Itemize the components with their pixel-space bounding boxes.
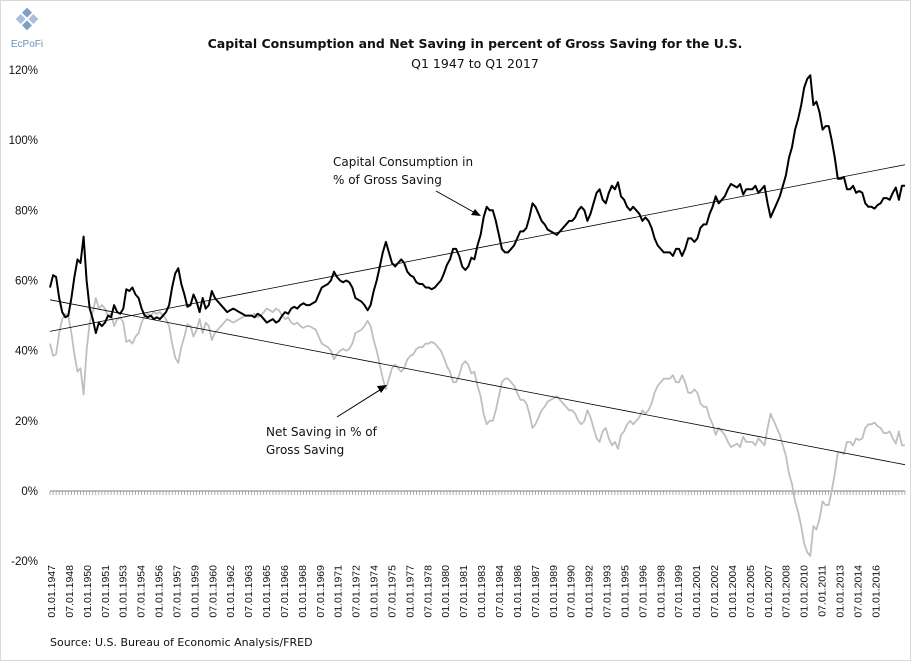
x-tick-label: 07.01.1960 bbox=[207, 565, 219, 618]
x-tick-label: 01.01.2004 bbox=[727, 565, 739, 618]
x-tick-label: 01.01.2007 bbox=[763, 565, 775, 618]
x-tick-label: 07.01.1984 bbox=[494, 565, 506, 618]
x-tick-label: 07.01.1948 bbox=[64, 565, 76, 618]
x-tick-label: 01.01.1959 bbox=[189, 565, 201, 618]
annotation-ns-arrowhead bbox=[377, 385, 387, 393]
x-tick-label: 07.01.1966 bbox=[279, 565, 291, 618]
x-tick-label: 01.01.1980 bbox=[440, 565, 452, 618]
x-tick-label: 07.01.1993 bbox=[602, 565, 614, 618]
x-tick-label: 07.01.1990 bbox=[566, 565, 578, 618]
x-tick-label: 01.01.1971 bbox=[333, 565, 345, 618]
trendline-ns-trend bbox=[49, 299, 906, 466]
x-tick-label: 07.01.2008 bbox=[781, 565, 793, 618]
x-tick-label: 07.01.1963 bbox=[243, 565, 255, 618]
x-tick-label: 01.01.2010 bbox=[799, 565, 811, 618]
annotation-cc-arrowhead bbox=[471, 209, 481, 216]
chart-title: Capital Consumption and Net Saving in pe… bbox=[208, 36, 743, 51]
annotation-ns-line-1: Net Saving in % of bbox=[266, 425, 378, 439]
chart-subtitle: Q1 1947 to Q1 2017 bbox=[411, 56, 539, 71]
x-tick-label: 07.01.2014 bbox=[852, 565, 864, 618]
x-tick-label: 07.01.1981 bbox=[458, 565, 470, 618]
annotation-ns-line-2: Gross Saving bbox=[266, 443, 344, 457]
x-tick-label: 01.01.1983 bbox=[476, 565, 488, 618]
annotation-ns-arrow bbox=[336, 387, 384, 418]
x-tick-label: 01.01.1965 bbox=[261, 565, 273, 618]
x-tick-label: 01.01.1968 bbox=[297, 565, 309, 618]
x-tick-label: 01.01.1992 bbox=[584, 565, 596, 618]
x-tick-label: 07.01.2011 bbox=[817, 565, 829, 617]
y-tick-label: 60% bbox=[15, 276, 38, 288]
x-tick-label: 01.01.1998 bbox=[655, 565, 667, 618]
y-tick-label: 0% bbox=[21, 486, 38, 498]
x-tick-label: 07.01.1999 bbox=[673, 565, 685, 618]
x-tick-label: 01.01.1950 bbox=[82, 565, 94, 618]
y-tick-label: 100% bbox=[9, 135, 38, 147]
annotation-cc-line-2: % of Gross Saving bbox=[333, 173, 442, 187]
logo-text: EcPoFi bbox=[11, 39, 43, 50]
x-tick-label: 01.01.1947 bbox=[46, 565, 58, 618]
y-tick-label: 20% bbox=[15, 416, 38, 428]
annotation-cc-arrow bbox=[435, 190, 478, 215]
annotation-net-saving: Net Saving in % of Gross Saving bbox=[266, 385, 387, 457]
x-tick-label: 07.01.1987 bbox=[530, 565, 542, 618]
x-tick-label: 07.01.2002 bbox=[709, 565, 721, 618]
x-tick-label: 07.01.2005 bbox=[745, 565, 757, 618]
y-tick-label: -20% bbox=[11, 556, 38, 568]
y-tick-label: 40% bbox=[15, 346, 38, 358]
x-tick-label: 01.01.2013 bbox=[834, 565, 846, 618]
x-tick-label: 01.01.1995 bbox=[619, 565, 631, 618]
x-tick-label: 01.01.1974 bbox=[369, 565, 381, 618]
annotation-capital-consumption: Capital Consumption in % of Gross Saving bbox=[333, 155, 481, 216]
x-tick-label: 01.01.1956 bbox=[154, 565, 166, 618]
x-tick-label: 07.01.1954 bbox=[136, 565, 148, 618]
series-line-net-saving bbox=[49, 297, 905, 557]
x-tick-label: 01.01.2016 bbox=[870, 565, 882, 618]
x-tick-label: 01.01.1977 bbox=[404, 565, 416, 618]
annotation-cc-line-1: Capital Consumption in bbox=[333, 155, 473, 169]
x-tick-label: 01.01.1953 bbox=[118, 565, 130, 618]
x-tick-label: 07.01.1957 bbox=[171, 565, 183, 618]
x-axis: 01.01.1947 07.01.1948 01.01.1950 07.01.1951… bbox=[46, 490, 906, 618]
trendline-layer bbox=[49, 164, 906, 466]
y-tick-label: 120% bbox=[9, 65, 38, 77]
x-tick-label: 07.01.1975 bbox=[386, 565, 398, 618]
y-tick-label: 80% bbox=[15, 205, 38, 217]
trendline-cc-trend bbox=[49, 164, 906, 332]
series-layer bbox=[49, 74, 905, 557]
x-tick-label: 01.01.1986 bbox=[512, 565, 524, 618]
x-tick-label: 07.01.1969 bbox=[315, 565, 327, 618]
x-tick-label: 01.01.2001 bbox=[691, 565, 703, 618]
x-tick-label: 01.01.1989 bbox=[548, 565, 560, 618]
series-line-capital-consumption bbox=[49, 74, 905, 335]
source-note: Source: U.S. Bureau of Economic Analysis… bbox=[50, 636, 313, 649]
x-tick-label: 07.01.1996 bbox=[637, 565, 649, 618]
x-tick-label: 07.01.1978 bbox=[422, 565, 434, 618]
y-axis: -20% 0% 20% 40% 60% 80% 100% 120% bbox=[9, 65, 38, 568]
x-tick-label: 07.01.1951 bbox=[100, 565, 112, 618]
x-tick-label: 01.01.1962 bbox=[225, 565, 237, 618]
x-tick-label: 07.01.1972 bbox=[351, 565, 363, 618]
